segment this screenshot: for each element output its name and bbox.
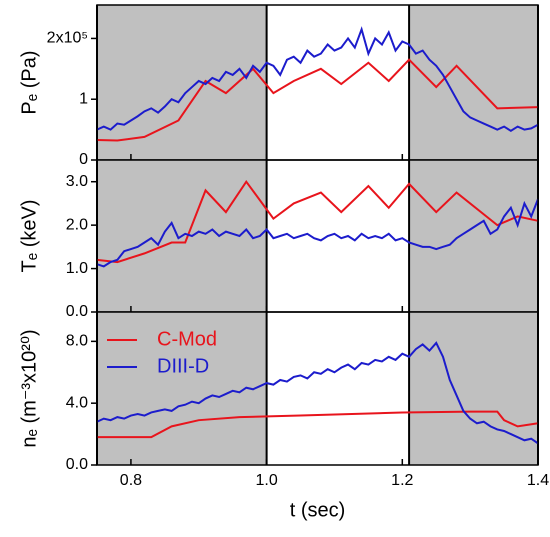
y-tick-label: 1 <box>79 90 88 107</box>
y-tick-label: 0.0 <box>66 456 88 473</box>
x-axis-label: t (sec) <box>290 499 346 521</box>
y-tick-label: 0.0 <box>66 303 88 320</box>
data-line <box>96 58 539 142</box>
shaded-region <box>409 160 538 312</box>
data-line <box>97 410 539 439</box>
x-tick-label: 1.4 <box>527 472 549 489</box>
shaded-region <box>97 312 267 465</box>
data-line <box>96 198 539 268</box>
legend-label: DIII-D <box>157 355 209 377</box>
plot-frame <box>96 311 539 466</box>
x-tick-label: 1.2 <box>391 472 413 489</box>
y-tick-label: 3.0 <box>66 173 88 190</box>
y-tick-label: 8.0 <box>66 333 88 350</box>
y-tick-label: 4.0 <box>66 394 88 411</box>
shaded-region <box>97 5 267 160</box>
data-line <box>96 179 539 264</box>
x-tick-label: 0.8 <box>120 472 142 489</box>
legend-label: C-Mod <box>157 328 217 350</box>
data-line <box>96 26 539 133</box>
y-tick-label: 2x10⁵ <box>47 30 88 47</box>
data-line <box>96 341 539 445</box>
shaded-region <box>409 312 538 465</box>
y-axis-label: Tₑ (keV) <box>18 200 40 273</box>
y-tick-label: 1.0 <box>66 260 88 277</box>
y-axis-label: nₑ (m⁻³x10²⁰) <box>18 329 40 447</box>
y-tick-label: 0 <box>79 151 88 168</box>
y-axis-label: Pₑ (Pa) <box>18 50 40 114</box>
x-tick-label: 1.0 <box>255 472 277 489</box>
y-tick-label: 2.0 <box>66 216 88 233</box>
